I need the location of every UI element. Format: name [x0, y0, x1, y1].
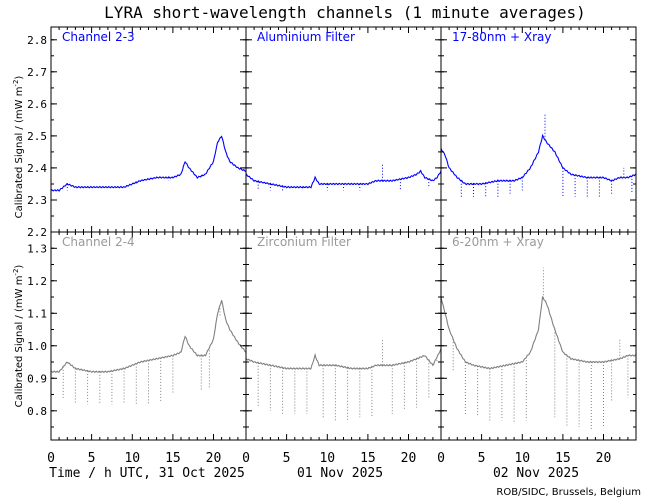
bottom-y-label-unit: -2 — [12, 269, 20, 276]
x-tick-label-2-0: 0 — [437, 451, 445, 466]
x-tick-label-1-3: 15 — [360, 451, 376, 466]
y-tick-label-1-3: 1.1 — [27, 307, 47, 320]
chart-title: LYRA short-wavelength channels (1 minute… — [104, 3, 586, 22]
panel-label-1-2: 6-20nm + Xray — [452, 235, 544, 249]
day-label-2: 01 Nov 2025 — [297, 466, 383, 481]
panel-frame-0-2 — [440, 26, 637, 233]
y-tick-label-0-1: 2.3 — [27, 194, 47, 207]
y-tick-label-0-5: 2.7 — [27, 66, 47, 79]
y-tick-label-0-3: 2.5 — [27, 130, 47, 143]
top-y-label-close: ) — [14, 76, 25, 80]
panel-0-2: 17-80nm + Xray — [440, 27, 637, 232]
svg-text:Calibrated Signal / (mW m-2): Calibrated Signal / (mW m-2) — [12, 265, 25, 408]
x-tick-label-2-1: 5 — [478, 451, 486, 466]
series-line-1-2 — [440, 296, 637, 370]
panel-0-0: Channel 2-3 — [50, 27, 247, 232]
y-tick-label-0-0: 2.2 — [27, 226, 47, 239]
x-tick-label-0-1: 5 — [88, 451, 96, 466]
y-tick-label-1-0: 0.8 — [27, 405, 47, 418]
x-tick-label-2-2: 10 — [514, 451, 530, 466]
series-line-1-0 — [50, 300, 247, 374]
x-tick-label-0-3: 15 — [165, 451, 181, 466]
x-tick-label-2-4: 20 — [596, 451, 612, 466]
y-tick-label-1-5: 1.3 — [27, 242, 47, 255]
credit-text: ROB/SIDC, Brussels, Belgium — [496, 487, 641, 498]
y-tick-label-0-2: 2.4 — [27, 162, 47, 175]
series-line-0-1 — [245, 169, 442, 189]
panel-frame-1-1 — [245, 231, 442, 441]
x-tick-label-1-1: 5 — [283, 451, 291, 466]
bottom-y-axis-label: Calibrated Signal / (mW m-2) — [12, 265, 25, 408]
x-tick-label-0-4: 20 — [206, 451, 222, 466]
panel-label-1-0: Channel 2-4 — [62, 235, 135, 249]
panel-label-1-1: Zirconium Filter — [257, 235, 351, 249]
panel-1-1: Zirconium Filter — [245, 232, 442, 440]
x-tick-label-1-0: 0 — [242, 451, 250, 466]
panel-label-0-2: 17-80nm + Xray — [452, 30, 551, 44]
x-tick-label-0-2: 10 — [124, 451, 140, 466]
x-tick-label-2-3: 15 — [555, 451, 571, 466]
series-line-0-0 — [50, 135, 247, 192]
x-tick-label-1-4: 20 — [401, 451, 417, 466]
panel-frame-1-2 — [440, 231, 637, 441]
panel-frame-1-0 — [50, 231, 247, 441]
y-tick-label-0-6: 2.8 — [27, 34, 47, 47]
top-y-label-unit: -2 — [12, 80, 20, 87]
panel-1-2: 6-20nm + Xray — [440, 232, 637, 440]
plot-area: Channel 2-3 Aluminium Filter 17-80nm + Xra… — [27, 26, 637, 466]
panel-frame-0-0 — [50, 26, 247, 233]
svg-text:Calibrated Signal / (mW m-2): Calibrated Signal / (mW m-2) — [12, 76, 25, 219]
x-tick-label-0-0: 0 — [47, 451, 55, 466]
day-label-3: 02 Nov 2025 — [493, 466, 579, 481]
y-tick-label-1-2: 1.0 — [27, 340, 47, 353]
y-tick-label-1-1: 0.9 — [27, 372, 47, 385]
panel-label-0-1: Aluminium Filter — [257, 30, 355, 44]
y-tick-label-1-4: 1.2 — [27, 275, 47, 288]
x-tick-label-1-2: 10 — [319, 451, 335, 466]
bottom-y-label-close: ) — [14, 265, 25, 269]
panel-frame-0-1 — [245, 26, 442, 233]
series-line-0-2 — [440, 133, 637, 186]
top-y-label-text: Calibrated Signal / (mW m — [14, 87, 25, 219]
y-tick-label-0-4: 2.6 — [27, 98, 47, 111]
day-label-1: Time / h UTC, 31 Oct 2025 — [49, 466, 245, 481]
panel-label-0-0: Channel 2-3 — [62, 30, 135, 44]
panel-0-1: Aluminium Filter — [245, 27, 442, 232]
series-line-1-1 — [245, 348, 442, 370]
bottom-y-label-text: Calibrated Signal / (mW m — [14, 276, 25, 408]
top-y-axis-label: Calibrated Signal / (mW m-2) — [12, 76, 25, 219]
panel-1-0: Channel 2-4 — [50, 232, 247, 440]
